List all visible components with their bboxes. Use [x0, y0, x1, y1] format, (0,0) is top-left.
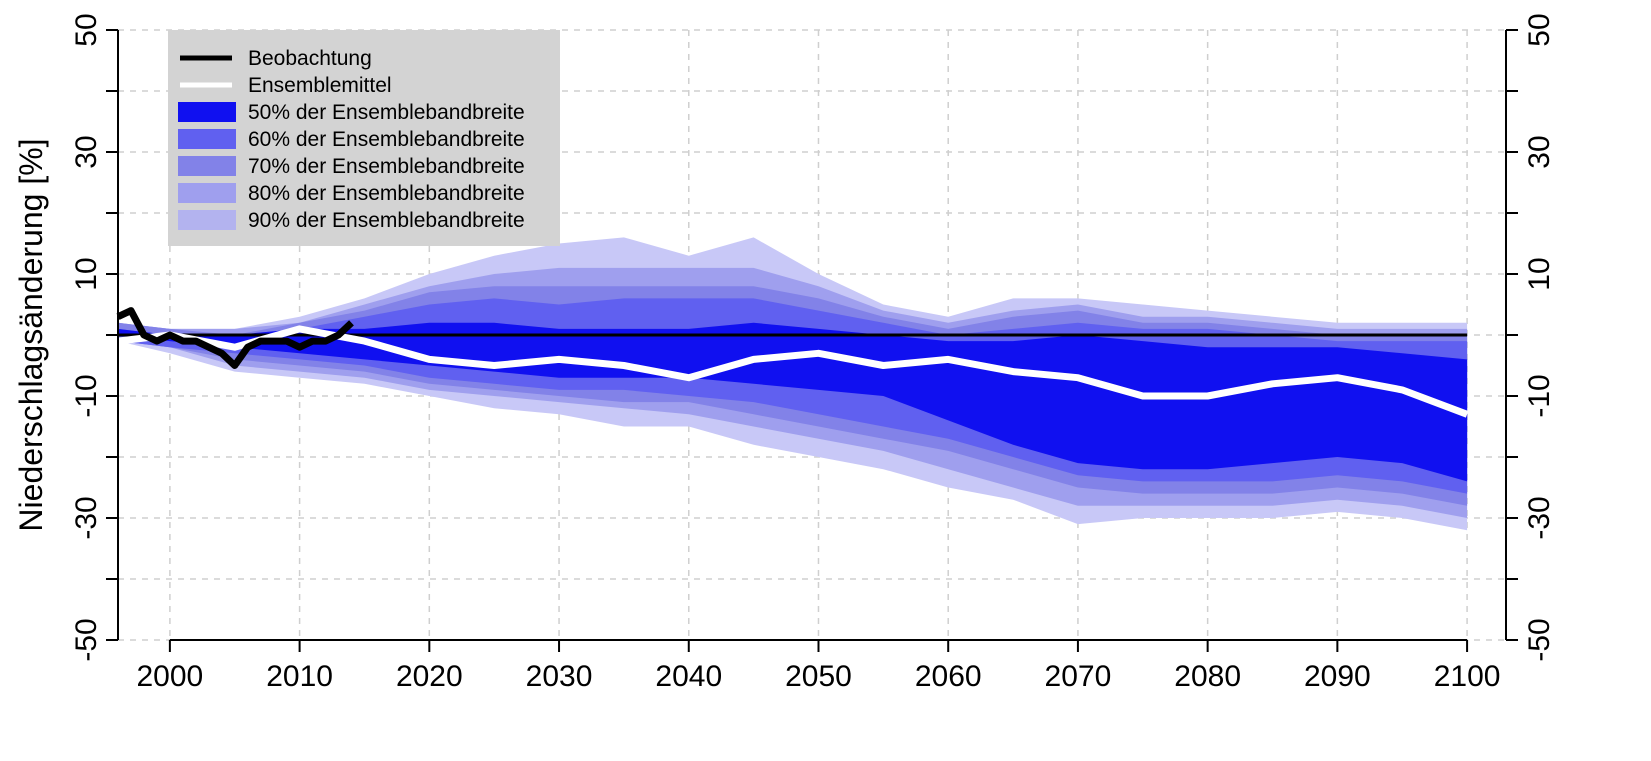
- x-tick-label: 2040: [655, 660, 722, 693]
- y-tick-label-left: -10: [70, 374, 103, 417]
- legend-fill-swatch: [178, 102, 236, 122]
- y-tick-label-right: 50: [1523, 13, 1556, 46]
- x-tick-label: 2050: [785, 660, 852, 693]
- y-tick-label-left: 50: [70, 13, 103, 46]
- x-tick-label: 2020: [396, 660, 463, 693]
- y-tick-label-right: 30: [1523, 135, 1556, 168]
- y-tick-label-left: -30: [70, 496, 103, 539]
- y-tick-label-right: 10: [1523, 257, 1556, 290]
- legend: Beobachtung Ensemblemittel 50% der Ensembl…: [168, 30, 560, 246]
- legend-label: 70% der Ensemblebandbreite: [248, 155, 525, 178]
- y-tick-label-left: -50: [70, 618, 103, 661]
- x-tick-label: 2080: [1174, 660, 1241, 693]
- legend-label: 80% der Ensemblebandbreite: [248, 182, 525, 205]
- legend-fill-swatch: [178, 156, 236, 176]
- axes: 50 50 30 30 10 10 -10 -10 -30 -30 -50 -50 2000 2010 20…: [70, 13, 1556, 693]
- observation-series: [116, 307, 354, 369]
- x-tick-label: 2010: [266, 660, 333, 693]
- legend-fill-swatch: [178, 129, 236, 149]
- y-tick-label-right: -30: [1523, 496, 1556, 539]
- y-tick-label-left: 30: [70, 135, 103, 168]
- ensemble-bands: [118, 237, 1468, 531]
- observation-line: [116, 307, 354, 369]
- y-axis-title: Niederschlagsänderung [%]: [13, 138, 49, 531]
- legend-fill-swatch: [178, 183, 236, 203]
- legend-label: Beobachtung: [248, 47, 372, 70]
- legend-label: Ensemblemittel: [248, 74, 392, 97]
- x-tick-label: 2060: [915, 660, 982, 693]
- legend-label: 60% der Ensemblebandbreite: [248, 128, 525, 151]
- y-tick-label-right: -50: [1523, 618, 1556, 661]
- x-tick-label: 2000: [137, 660, 204, 693]
- x-tick-label: 2100: [1434, 660, 1501, 693]
- x-tick-label: 2090: [1304, 660, 1371, 693]
- legend-fill-swatch: [178, 210, 236, 230]
- legend-label: 50% der Ensemblebandbreite: [248, 101, 525, 124]
- y-tick-label-left: 10: [70, 257, 103, 290]
- legend-label: 90% der Ensemblebandbreite: [248, 209, 525, 232]
- x-tick-label: 2030: [526, 660, 593, 693]
- y-tick-label-right: -10: [1523, 374, 1556, 417]
- x-tick-label: 2070: [1045, 660, 1112, 693]
